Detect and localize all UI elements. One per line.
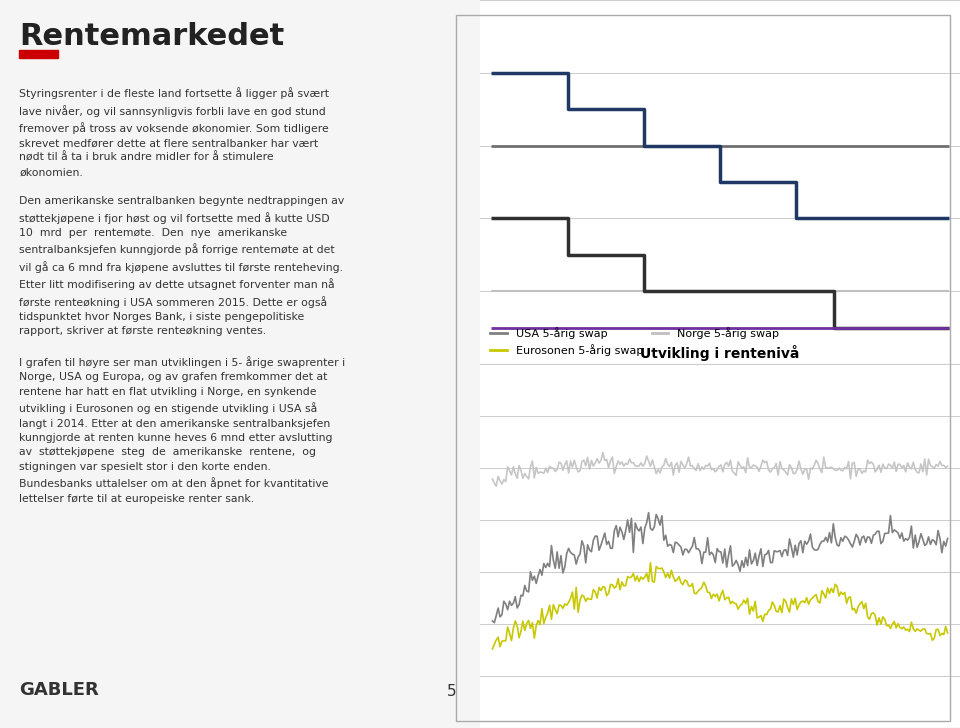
- Text: Rentemarkedet: Rentemarkedet: [19, 22, 284, 51]
- Text: GABLER: GABLER: [19, 681, 99, 699]
- Legend: USA 5-årig swap, Eurosonen 5-årig swap, Norge 5-årig swap: USA 5-årig swap, Eurosonen 5-årig swap, …: [486, 323, 783, 360]
- Text: Styringsrenter i de fleste land fortsette å ligger på svært
lave nivåer, og vil : Styringsrenter i de fleste land fortsett…: [19, 87, 346, 504]
- Title: Utvikling i rentenivå: Utvikling i rentenivå: [640, 346, 800, 361]
- Text: 5: 5: [446, 684, 456, 699]
- Bar: [19, 50, 58, 58]
